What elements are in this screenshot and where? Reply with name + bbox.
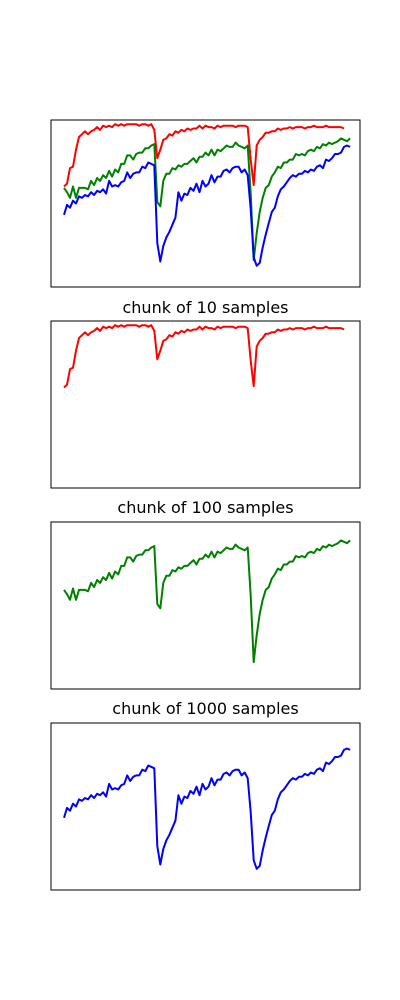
- panel-combined: [50, 119, 361, 288]
- panel-title: chunk of 10 samples: [122, 298, 288, 317]
- axes-frame: [50, 722, 361, 891]
- series-line: [63, 324, 345, 389]
- series-line: [63, 137, 351, 262]
- plot-area: [63, 324, 345, 389]
- axes-frame: [50, 320, 361, 489]
- series-line: [63, 123, 345, 188]
- series-line: [63, 144, 351, 267]
- panel-chunk-100: chunk of 100 samples: [50, 498, 361, 690]
- plot-area: [63, 747, 351, 870]
- panel-chunk-1000: chunk of 1000 samples: [50, 699, 361, 891]
- series-line: [63, 539, 351, 664]
- axes-frame: [50, 521, 361, 690]
- plot-area: [63, 539, 351, 664]
- panel-title: chunk of 1000 samples: [112, 699, 298, 718]
- axes-frame: [50, 119, 361, 288]
- series-line: [63, 747, 351, 870]
- plot-area: [63, 123, 351, 267]
- panel-chunk-10: chunk of 10 samples: [50, 298, 361, 489]
- panel-title: chunk of 100 samples: [117, 498, 293, 517]
